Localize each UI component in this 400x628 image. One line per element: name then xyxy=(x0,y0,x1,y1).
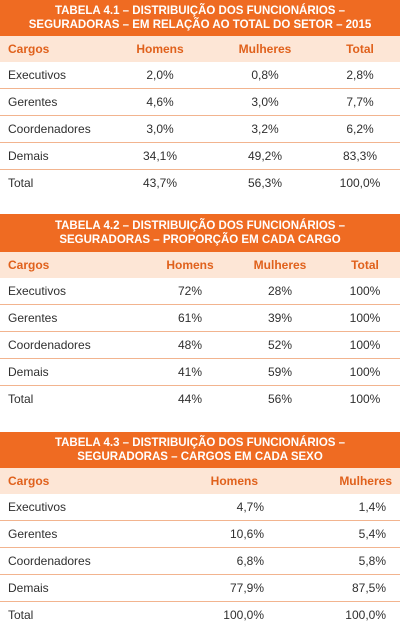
table-row: Executivos 4,7% 1,4% xyxy=(0,494,400,521)
cell-total: 100% xyxy=(349,311,381,325)
title-line-2: SEGURADORAS – CARGOS EM CADA SEXO xyxy=(77,451,323,463)
cell-mulheres: 52% xyxy=(267,338,293,352)
cell-label: Coordenadores xyxy=(8,338,91,352)
title-line-2: SEGURADORAS – EM RELAÇÃO AO TOTAL DO SET… xyxy=(28,19,372,31)
cell-mulheres: 56% xyxy=(267,392,293,406)
cell-homens: 77,9% xyxy=(229,581,264,595)
title-line-1: TABELA 4.3 – DISTRIBUIÇÃO DOS FUNCIONÁRI… xyxy=(54,437,346,449)
table-title: TABELA 4.3 – DISTRIBUIÇÃO DOS FUNCIONÁRI… xyxy=(0,432,400,468)
cell-homens: 43,7% xyxy=(142,176,178,190)
header-cargos: Cargos xyxy=(8,474,50,488)
cell-label: Executivos xyxy=(8,284,67,298)
header-total: Total xyxy=(351,258,379,272)
title-line-1: TABELA 4.1 – DISTRIBUIÇÃO DOS FUNCIONÁRI… xyxy=(54,5,346,17)
cell-label: Demais xyxy=(8,149,49,163)
cell-total: 2,8% xyxy=(346,68,374,82)
cell-label: Total xyxy=(8,176,34,190)
header-mulheres: Mulheres xyxy=(238,42,292,56)
cell-total: 100,0% xyxy=(339,176,381,190)
table-row: Coordenadores 48% 52% 100% xyxy=(0,332,400,359)
header-cargos: Cargos xyxy=(8,42,50,56)
cell-homens: 48% xyxy=(177,338,203,352)
cell-homens: 6,8% xyxy=(236,554,264,568)
cell-homens: 61% xyxy=(177,311,203,325)
table-row-total: Total 43,7% 56,3% 100,0% xyxy=(0,170,400,196)
table-4-2: TABELA 4.2 – DISTRIBUIÇÃO DOS FUNCIONÁRI… xyxy=(0,214,400,412)
cell-label: Coordenadores xyxy=(8,554,91,568)
header-homens: Homens xyxy=(166,258,214,272)
cell-homens: 3,0% xyxy=(146,122,174,136)
header-homens: Homens xyxy=(210,474,258,488)
cell-total: 100% xyxy=(349,392,381,406)
cell-label: Gerentes xyxy=(8,527,58,541)
cell-mulheres: 5,4% xyxy=(358,527,386,541)
cell-mulheres: 39% xyxy=(267,311,293,325)
cell-homens: 72% xyxy=(177,284,203,298)
table-row: Executivos 2,0% 0,8% 2,8% xyxy=(0,62,400,89)
cell-homens: 2,0% xyxy=(146,68,174,82)
title-line-1: TABELA 4.2 – DISTRIBUIÇÃO DOS FUNCIONÁRI… xyxy=(54,220,346,232)
cell-label: Gerentes xyxy=(8,95,58,109)
header-cargos: Cargos xyxy=(8,258,50,272)
cell-label: Demais xyxy=(8,581,49,595)
cell-homens: 4,7% xyxy=(236,500,264,514)
header-mulheres: Mulheres xyxy=(339,474,392,488)
cell-mulheres: 28% xyxy=(267,284,293,298)
table-row-total: Total 44% 56% 100% xyxy=(0,386,400,412)
header-row: Cargos Homens Mulheres Total xyxy=(0,36,400,62)
table-row-total: Total 100,0% 100,0% xyxy=(0,602,400,628)
cell-label: Coordenadores xyxy=(8,122,91,136)
cell-mulheres: 100,0% xyxy=(345,608,386,622)
cell-total: 83,3% xyxy=(342,149,378,163)
cell-total: 100% xyxy=(349,338,381,352)
table-row: Gerentes 10,6% 5,4% xyxy=(0,521,400,548)
cell-homens: 4,6% xyxy=(146,95,174,109)
cell-homens: 41% xyxy=(177,365,203,379)
table-4-1: TABELA 4.1 – DISTRIBUIÇÃO DOS FUNCIONÁRI… xyxy=(0,0,400,196)
cell-homens: 10,6% xyxy=(229,527,264,541)
cell-label: Total xyxy=(8,392,34,406)
table-row: Demais 77,9% 87,5% xyxy=(0,575,400,602)
table-row: Gerentes 61% 39% 100% xyxy=(0,305,400,332)
cell-mulheres: 49,2% xyxy=(247,149,283,163)
cell-mulheres: 87,5% xyxy=(351,581,386,595)
cell-total: 7,7% xyxy=(346,95,374,109)
cell-homens: 34,1% xyxy=(142,149,178,163)
table-title: TABELA 4.1 – DISTRIBUIÇÃO DOS FUNCIONÁRI… xyxy=(0,0,400,36)
cell-homens: 44% xyxy=(177,392,203,406)
header-homens: Homens xyxy=(136,42,184,56)
cell-mulheres: 1,4% xyxy=(358,500,386,514)
table-row: Executivos 72% 28% 100% xyxy=(0,278,400,305)
header-row: Cargos Homens Mulheres xyxy=(0,468,400,494)
header-mulheres: Mulheres xyxy=(253,258,307,272)
header-total: Total xyxy=(346,42,374,56)
cell-label: Demais xyxy=(8,365,49,379)
table-row: Gerentes 4,6% 3,0% 7,7% xyxy=(0,89,400,116)
cell-homens: 100,0% xyxy=(223,608,264,622)
cell-total: 100% xyxy=(349,284,381,298)
cell-total: 6,2% xyxy=(346,122,374,136)
header-row: Cargos Homens Mulheres Total xyxy=(0,252,400,278)
cell-mulheres: 0,8% xyxy=(251,68,279,82)
table-4-3: TABELA 4.3 – DISTRIBUIÇÃO DOS FUNCIONÁRI… xyxy=(0,432,400,628)
cell-mulheres: 59% xyxy=(267,365,293,379)
cell-label: Executivos xyxy=(8,500,67,514)
table-title: TABELA 4.2 – DISTRIBUIÇÃO DOS FUNCIONÁRI… xyxy=(0,214,400,252)
cell-mulheres: 5,8% xyxy=(358,554,386,568)
cell-total: 100% xyxy=(349,365,381,379)
title-line-2: SEGURADORAS – PROPORÇÃO EM CADA CARGO xyxy=(59,234,341,246)
cell-mulheres: 56,3% xyxy=(247,176,283,190)
table-row: Demais 34,1% 49,2% 83,3% xyxy=(0,143,400,170)
table-row: Coordenadores 3,0% 3,2% 6,2% xyxy=(0,116,400,143)
cell-label: Gerentes xyxy=(8,311,58,325)
table-row: Coordenadores 6,8% 5,8% xyxy=(0,548,400,575)
cell-label: Total xyxy=(8,608,34,622)
table-row: Demais 41% 59% 100% xyxy=(0,359,400,386)
cell-label: Executivos xyxy=(8,68,67,82)
cell-mulheres: 3,2% xyxy=(251,122,279,136)
cell-mulheres: 3,0% xyxy=(251,95,279,109)
